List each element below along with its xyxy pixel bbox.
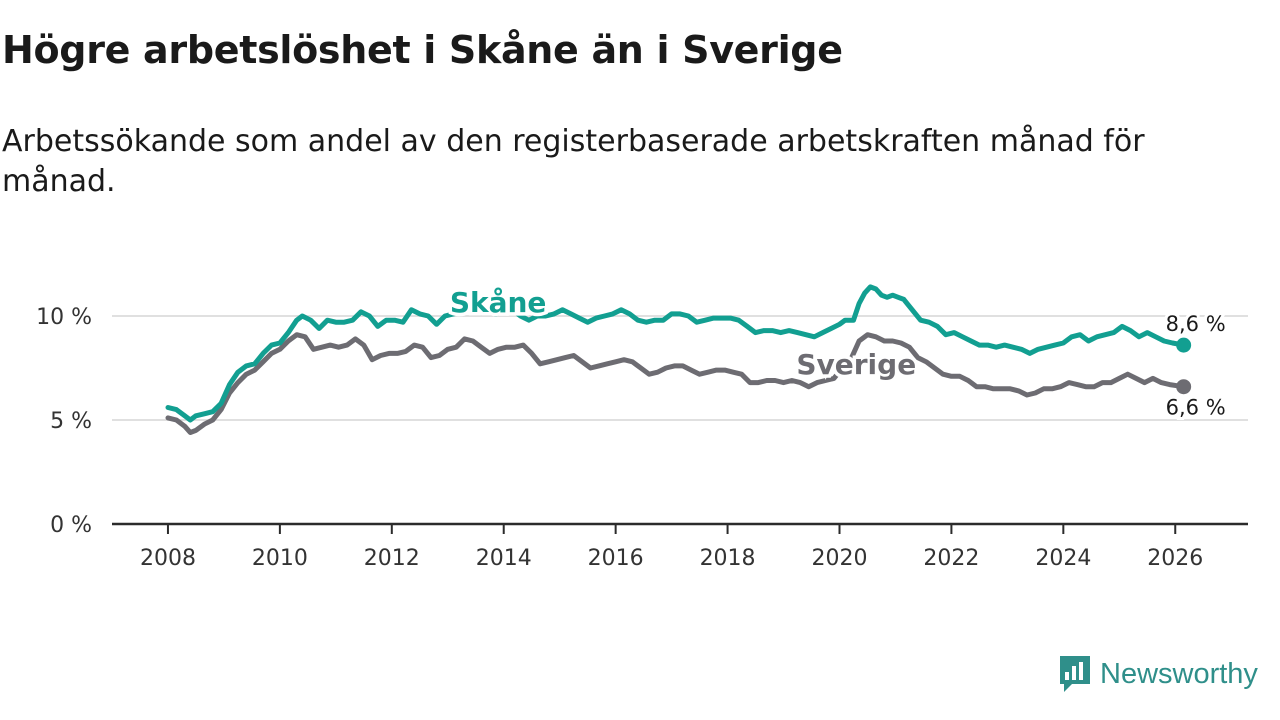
end-value-label: 8,6 % bbox=[1166, 312, 1226, 336]
y-tick-label: 0 % bbox=[50, 513, 92, 538]
y-tick-label: 5 % bbox=[50, 409, 92, 434]
series-name-label: Skåne bbox=[450, 286, 547, 319]
y-tick-label: 10 % bbox=[36, 305, 92, 330]
brand-name: Newsworthy bbox=[1100, 657, 1258, 690]
end-point-sverige bbox=[1176, 379, 1192, 395]
x-axis: 0 % 5 % 10 % 2008 2010 2012 2014 2016 2018 2020 20… bbox=[36, 305, 1248, 571]
series-line-skåne bbox=[165, 284, 1187, 423]
end-point-skåne bbox=[1176, 337, 1192, 353]
series-lines bbox=[165, 284, 1192, 435]
chart-labels: 8,6 % 6,6 % Skåne Sverige bbox=[446, 282, 1228, 422]
series-name-label: Sverige bbox=[796, 348, 916, 381]
x-tick-label: 2022 bbox=[923, 546, 979, 571]
x-tick-label: 2008 bbox=[140, 546, 196, 571]
x-tick-label: 2026 bbox=[1147, 546, 1203, 571]
series-line-sverige bbox=[165, 332, 1187, 435]
x-tick-label: 2012 bbox=[364, 546, 420, 571]
newsworthy-logo-icon bbox=[1060, 656, 1090, 692]
x-tick-label: 2020 bbox=[811, 546, 867, 571]
chart-subtitle: Arbetssökande som andel av den registerb… bbox=[2, 124, 1145, 199]
x-tick-label: 2014 bbox=[476, 546, 532, 571]
x-tick-label: 2016 bbox=[588, 546, 644, 571]
end-value-label: 6,6 % bbox=[1166, 396, 1226, 420]
x-tick-label: 2024 bbox=[1035, 546, 1091, 571]
brand-logo[interactable]: Newsworthy bbox=[1058, 654, 1258, 694]
x-tick-label: 2010 bbox=[252, 546, 308, 571]
chart-title: Högre arbetslöshet i Skåne än i Sverige bbox=[2, 28, 843, 72]
x-tick-label: 2018 bbox=[700, 546, 756, 571]
